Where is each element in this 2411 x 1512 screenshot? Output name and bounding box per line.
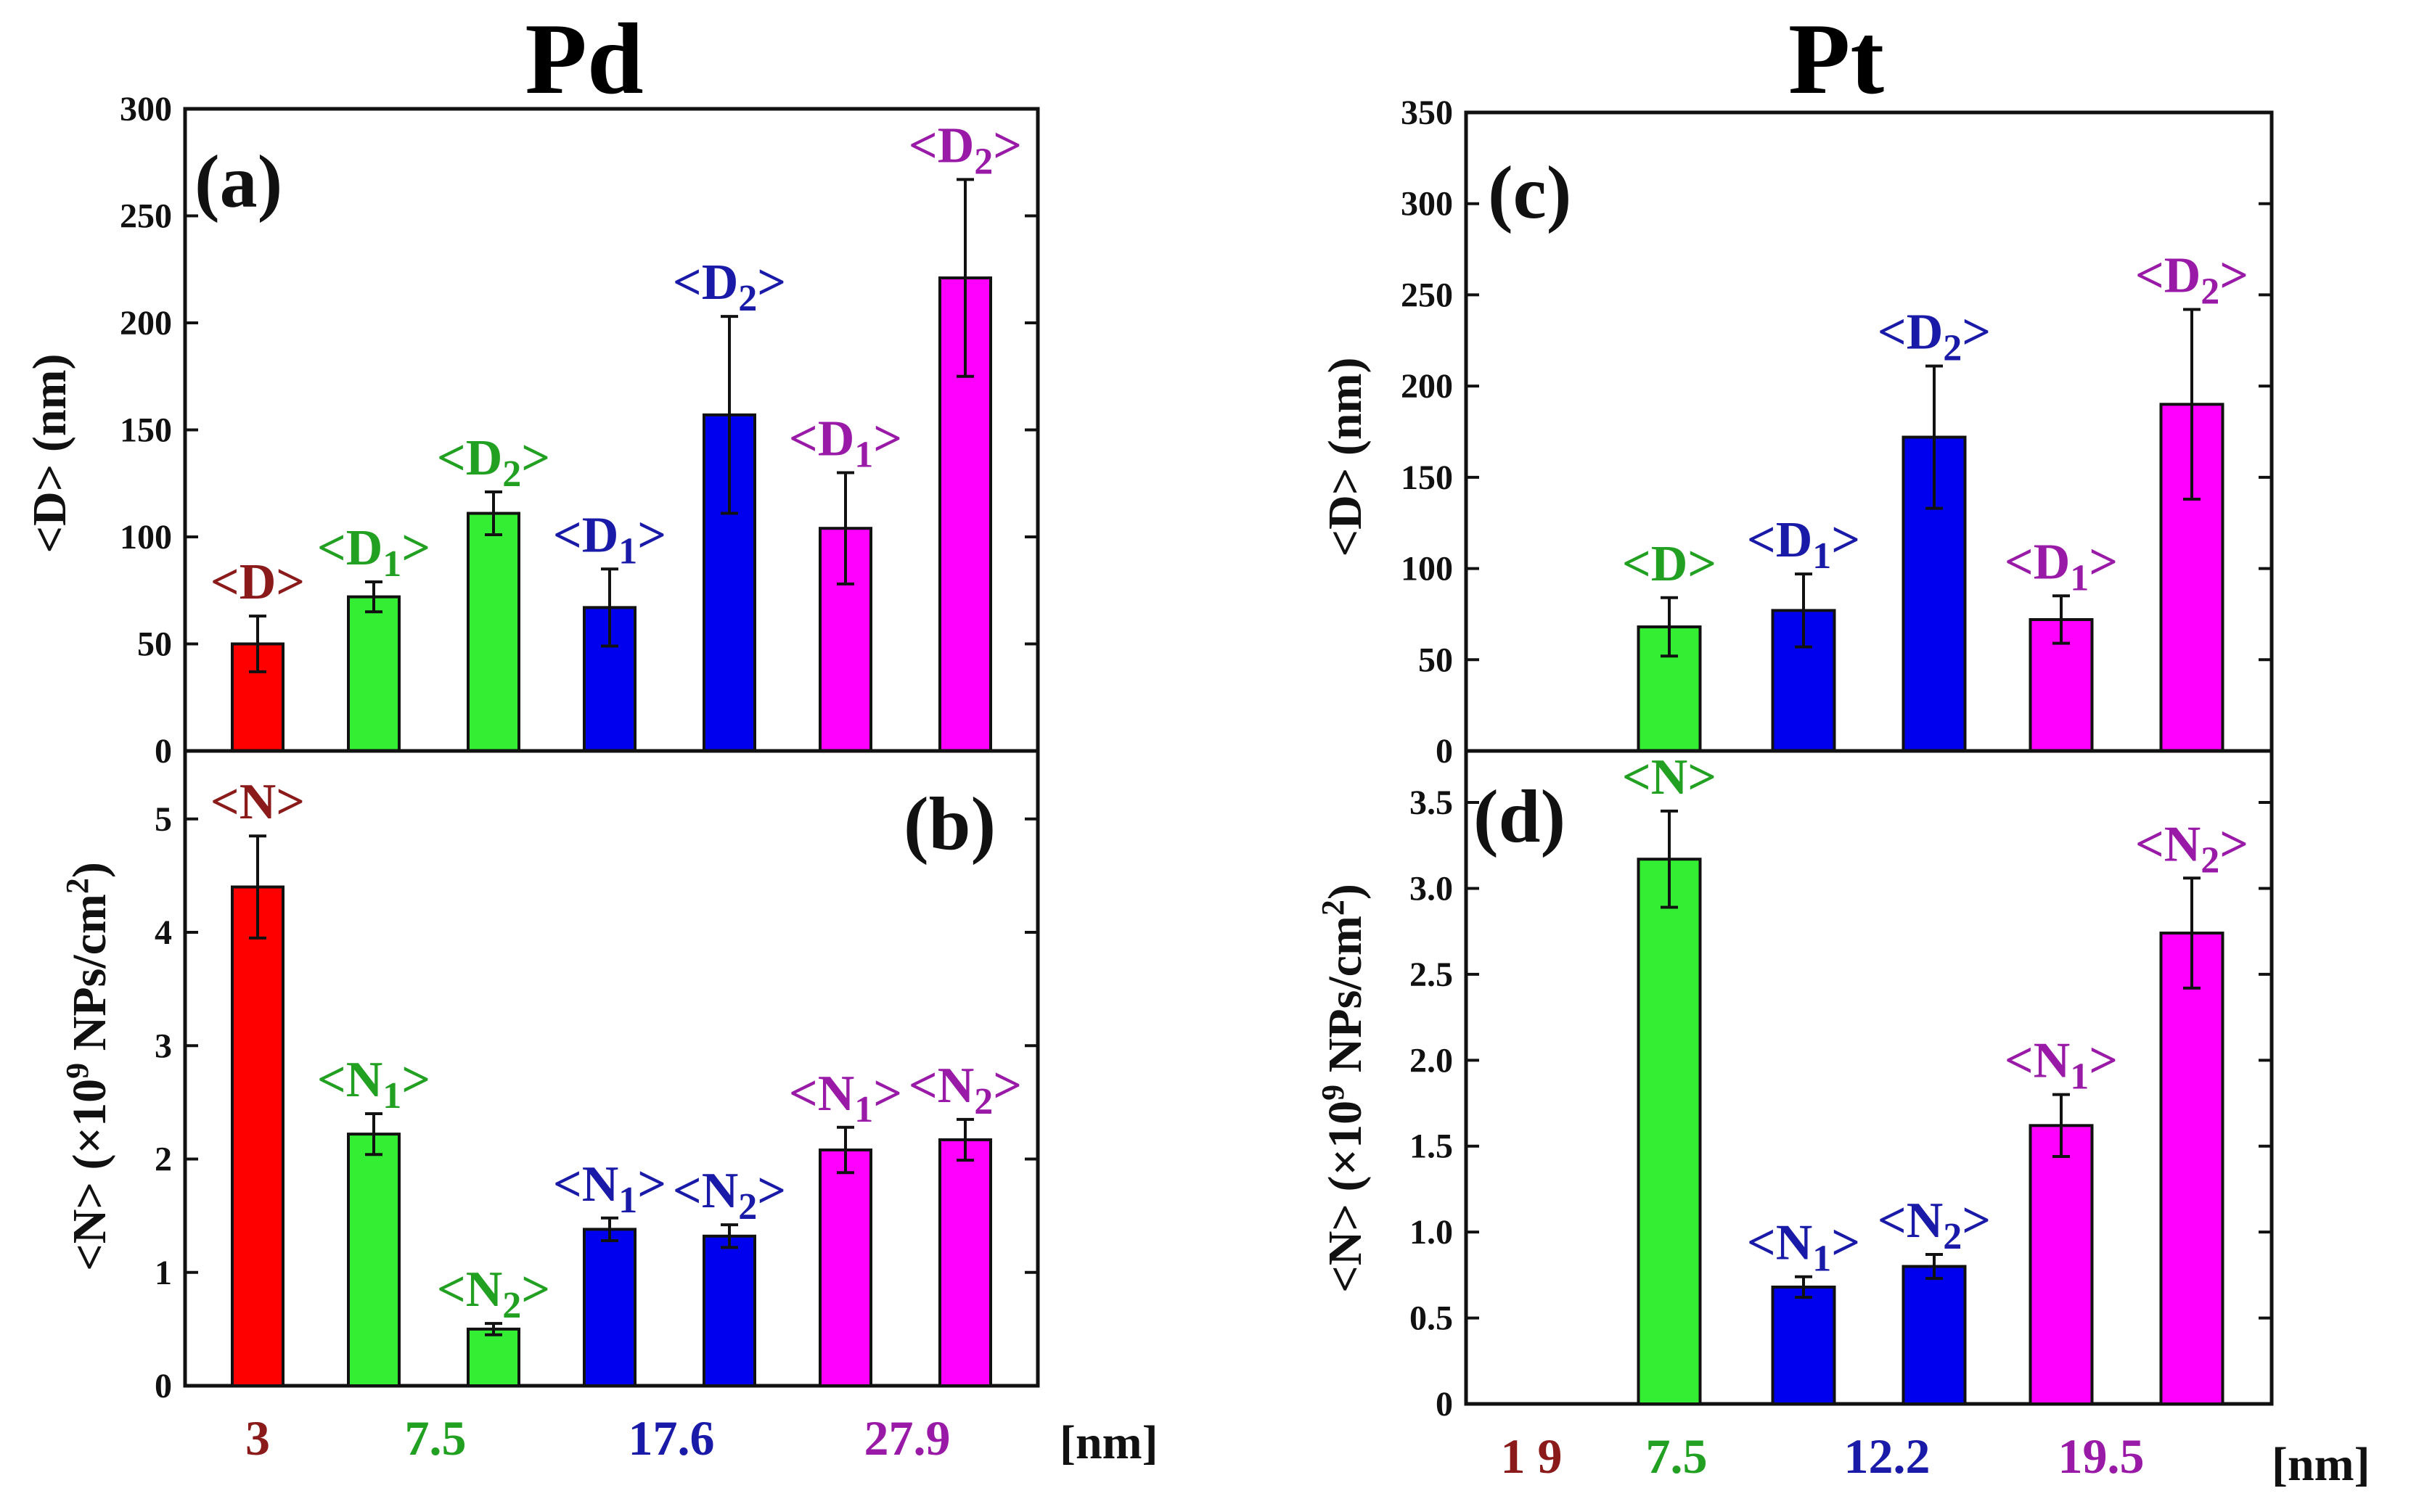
y-tick-label-c: 50 <box>1418 641 1453 679</box>
y-tick-label-c: 100 <box>1401 550 1453 588</box>
y-tick-label-d: 2.5 <box>1409 956 1453 994</box>
y-tick-label-d: 0.5 <box>1409 1299 1453 1338</box>
y-tick-label-a: 100 <box>120 518 172 556</box>
x-category-label-b: 27.9 <box>864 1410 951 1466</box>
bar-b <box>938 1138 992 1387</box>
bar-a <box>347 595 401 752</box>
bar-d <box>1902 1265 1967 1406</box>
bar-label-b: <N1> <box>317 1052 430 1117</box>
panel-label-d: (d) <box>1473 775 1565 858</box>
bar-b <box>231 885 285 1387</box>
y-tick-label-b: 5 <box>155 800 172 839</box>
y-tick-label-d: 2.0 <box>1409 1041 1453 1080</box>
bar-label-b: <N> <box>210 774 305 830</box>
y-tick-label-b: 3 <box>155 1027 172 1065</box>
bar-label-c: <D2> <box>1878 304 1991 369</box>
bar-label-a: <D1> <box>317 520 430 585</box>
bar-label-d: <N1> <box>2005 1033 2118 1098</box>
bar-b <box>347 1133 401 1387</box>
x-category-label-d: 1 9 <box>1501 1429 1563 1484</box>
y-tick-label-d: 3.0 <box>1409 869 1453 908</box>
title-pt: Pt <box>1788 3 1884 115</box>
unit-label-left: [nm] <box>1060 1416 1158 1469</box>
bar-label-a: <D1> <box>553 507 666 572</box>
bar-label-c: <D1> <box>2005 534 2118 599</box>
bar-label-b: <N2> <box>437 1262 550 1326</box>
y-tick-label-a: 250 <box>120 197 172 236</box>
bar-label-a: <D1> <box>789 411 902 476</box>
bar-d <box>2159 932 2224 1405</box>
panel-label-a: (a) <box>195 140 282 223</box>
bar-label-a: <D2> <box>909 118 1022 182</box>
bar-label-a: <D2> <box>437 430 550 495</box>
bar-b <box>467 1327 520 1387</box>
bar-label-d: <N2> <box>2135 816 2248 881</box>
y-tick-label-b: 4 <box>155 913 172 952</box>
bar-label-b: <N1> <box>789 1066 902 1130</box>
bar-label-b: <N2> <box>673 1163 786 1228</box>
x-category-label-d: 19.5 <box>2058 1429 2145 1484</box>
bar-label-b: <N2> <box>909 1058 1022 1122</box>
bar-label-d: <N1> <box>1747 1215 1860 1280</box>
y-label-c: <D> (nm) <box>1319 357 1372 556</box>
x-category-label-b: 7.5 <box>405 1410 467 1466</box>
bar-a <box>467 511 520 752</box>
bar-label-c: <D> <box>1622 536 1716 592</box>
y-tick-label-a: 200 <box>120 304 172 342</box>
y-tick-label-c: 0 <box>1436 732 1453 771</box>
unit-label-right: [nm] <box>2272 1438 2370 1491</box>
bar-label-c: <D1> <box>1747 512 1860 577</box>
bar-b <box>583 1228 636 1387</box>
panel-a: 050100150200250300<D><D1><D2><D1><D2><D1… <box>120 90 1040 771</box>
bar-d <box>1771 1285 1836 1406</box>
bar-b <box>819 1149 872 1387</box>
panel-c: 0 50 100 150 200 250 300 350 <D> <D1> <D2> <D1> <D2>… <box>1401 94 2274 771</box>
y-tick-label-a: 0 <box>155 732 172 771</box>
y-label-d: <N> (×109 NPs/cm2) <box>1315 884 1372 1293</box>
y-tick-label-d: 1.0 <box>1409 1213 1453 1252</box>
bar-label-a: <D> <box>210 554 305 610</box>
y-tick-label-d: 3.5 <box>1409 784 1453 822</box>
charts-layer: 050100150200250300<D><D1><D2><D1><D2><D1… <box>120 90 2274 1484</box>
y-tick-label-a: 150 <box>120 411 172 450</box>
y-tick-label-c: 300 <box>1401 185 1453 223</box>
panel-d: 0 0.5 1.0 1.5 2.0 2.5 3.0 3.5 <N> <N1> <N2> <N1> <N2… <box>1409 749 2274 1484</box>
axes-frame-d <box>1464 749 2274 1406</box>
y-tick-label-a: 50 <box>137 625 172 664</box>
bar-b <box>703 1234 756 1387</box>
title-pd: Pd <box>525 3 643 115</box>
y-tick-label-a: 300 <box>120 90 172 128</box>
bar-label-c: <D2> <box>2135 248 2248 313</box>
y-label-a: <D> (nm) <box>23 353 76 553</box>
y-tick-label-c: 200 <box>1401 367 1453 406</box>
axes-frame-c <box>1464 110 2274 753</box>
y-tick-label-c: 250 <box>1401 276 1453 314</box>
y-tick-label-c: 150 <box>1401 459 1453 497</box>
y-tick-label-b: 1 <box>155 1254 172 1292</box>
x-category-label-d: 12.2 <box>1844 1429 1931 1484</box>
panel-label-c: (c) <box>1488 151 1571 234</box>
y-tick-label-b: 0 <box>155 1367 172 1405</box>
panel-label-b: (b) <box>904 782 996 866</box>
bar-d <box>2029 1124 2094 1405</box>
y-tick-label-d: 0 <box>1436 1385 1453 1423</box>
x-category-label-d: 7.5 <box>1646 1429 1708 1484</box>
bar-label-a: <D2> <box>673 255 786 319</box>
bar-label-d: <N> <box>1622 749 1716 805</box>
y-tick-label-b: 2 <box>155 1141 172 1179</box>
y-tick-label-c: 350 <box>1401 94 1453 132</box>
x-category-label-b: 17.6 <box>629 1410 715 1466</box>
bar-label-b: <N1> <box>553 1156 666 1221</box>
bar-d <box>1637 858 1702 1406</box>
y-tick-label-d: 1.5 <box>1409 1127 1453 1166</box>
x-category-label-b: 3 <box>245 1410 270 1466</box>
y-label-b: <N> (×109 NPs/cm2) <box>60 862 116 1271</box>
bar-label-d: <N2> <box>1878 1193 1991 1257</box>
